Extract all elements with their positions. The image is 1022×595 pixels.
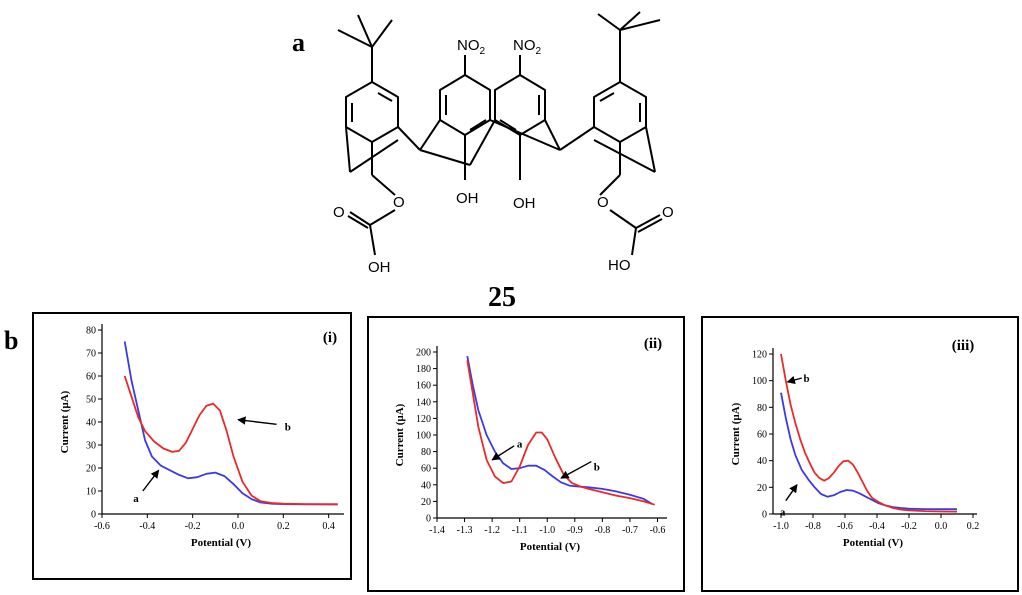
y-tick-label: 0 [426,514,431,525]
x-tick-label: 0.4 [322,521,335,532]
y-tick-label: 60 [757,430,767,441]
voltammogram-i: -0.6 -0.4 -0.2 0.0 0.2 0.4 0 10 20 30 40 50 60 70 80 Po… [59,324,344,549]
carbonyl-oxygen-left: O [333,204,345,221]
nitro-label-1: NO2 [457,37,486,57]
curve-label-b: b [804,373,810,385]
ester-oxygen-right: O [597,194,609,211]
x-tick-label: -0.8 [805,521,821,532]
chart-panel-iii: -1.0 -0.8 -0.6 -0.4 -0.2 0.0 0.2 0 20 40 60 80 100 12… [701,316,1019,592]
compound-number: 25 [488,282,516,313]
y-tick-label: 80 [86,326,96,337]
x-axis-label: Potential (V) [191,537,252,549]
y-tick-label: 0 [91,510,96,521]
calixarene-structure-diagram: NO2 NO2 OH OH O O OH O O HO [333,11,674,276]
y-tick-label: 140 [416,397,431,408]
y-tick-label: 50 [86,395,96,406]
y-tick-label: 100 [416,431,431,442]
carboxyl-ho-right: HO [608,257,631,274]
curve-label-a: a [780,506,786,518]
x-tick-label: 0.2 [277,521,290,532]
y-tick-label: 120 [416,414,431,425]
x-tick-label: -0.9 [567,525,583,536]
nitro-label-2: NO2 [513,37,542,57]
x-axis-label: Potential (V) [520,541,581,553]
panel-label-a: a [292,28,305,57]
x-tick-label: -0.6 [650,525,666,536]
y-tick-label: 100 [752,376,767,387]
curve-arrow-b [786,375,802,385]
x-tick-label: -0.7 [622,525,638,536]
panel-label-b: b [4,326,19,355]
series-line-a [466,356,653,505]
series-line-a [780,392,957,511]
y-tick-label: 0 [762,510,767,521]
y-tick-label: 40 [86,418,96,429]
y-tick-label: 200 [416,348,431,359]
y-tick-label: 80 [757,403,767,414]
y-tick-label: 120 [752,350,767,361]
y-axis-label: Current (µA) [394,403,406,466]
y-tick-label: 30 [86,441,96,452]
x-axis-label: Potential (V) [843,537,904,549]
curve-arrow-a [491,445,515,461]
x-tick-label: 0.0 [935,521,948,532]
y-tick-label: 70 [86,349,96,360]
y-axis-label: Current (µA) [730,402,742,465]
curve-label-b: b [285,422,291,434]
x-tick-label: -0.2 [185,521,201,532]
chart-panel-ii: -1.4 -1.3 -1.2 -1.1 -1.0 -0.9 -0.8 -0.7 -0.6 0 20 4… [367,316,685,592]
y-tick-label: 20 [757,483,767,494]
x-tick-label: -1.2 [484,525,500,536]
y-tick-label: 180 [416,364,431,375]
panel-label: (iii) [952,338,975,354]
x-tick-label: 0.2 [967,521,980,532]
x-tick-label: -0.6 [94,521,110,532]
y-tick-label: 80 [421,447,431,458]
curve-arrow-a [785,483,798,502]
curve-arrow-a [142,469,160,492]
hydroxy-label-1: OH [456,190,479,207]
series-line-b [123,375,338,506]
y-tick-label: 10 [86,487,96,498]
voltammogram-iii: -1.0 -0.8 -0.6 -0.4 -0.2 0.0 0.2 0 20 40 60 80 100 12… [730,338,980,549]
x-tick-label: -1.0 [539,525,555,536]
panel-label: (ii) [644,336,662,352]
curve-label-a: a [133,493,139,505]
y-axis-label: Current (µA) [59,390,71,453]
x-tick-label: -1.0 [773,521,789,532]
y-tick-label: 160 [416,381,431,392]
x-tick-label: -0.4 [139,521,155,532]
carboxyl-oh-left: OH [368,259,391,276]
chart-panel-i: -0.6 -0.4 -0.2 0.0 0.2 0.4 0 10 20 30 40 50 60 70 80 Po… [32,312,352,580]
ester-oxygen-left: O [393,194,405,211]
curve-label-a: a [517,438,523,450]
y-tick-label: 40 [757,456,767,467]
series-line-a [123,341,338,506]
panel-label: (i) [323,330,337,346]
y-tick-label: 20 [86,464,96,475]
y-tick-label: 60 [421,464,431,475]
x-tick-label: 0.0 [232,521,245,532]
hydroxy-label-2: OH [513,195,536,212]
curve-arrow-b [560,460,592,479]
x-tick-label: -0.8 [594,525,610,536]
y-tick-label: 20 [421,497,431,508]
curve-arrow-b [237,416,277,425]
y-tick-label: 40 [421,480,431,491]
carbonyl-oxygen-right: O [662,204,674,221]
x-tick-label: -0.4 [869,521,885,532]
series-line-b [780,353,958,513]
x-tick-label: -0.6 [837,521,853,532]
curve-label-b: b [594,462,600,474]
x-tick-label: -1.3 [457,525,473,536]
voltammogram-ii: -1.4 -1.3 -1.2 -1.1 -1.0 -0.9 -0.8 -0.7 -0.6 0 20 4… [394,336,667,553]
y-tick-label: 60 [86,372,96,383]
series-line-b [466,360,655,506]
x-tick-label: -1.1 [512,525,528,536]
x-tick-label: -0.2 [901,521,917,532]
x-tick-label: -1.4 [429,525,445,536]
